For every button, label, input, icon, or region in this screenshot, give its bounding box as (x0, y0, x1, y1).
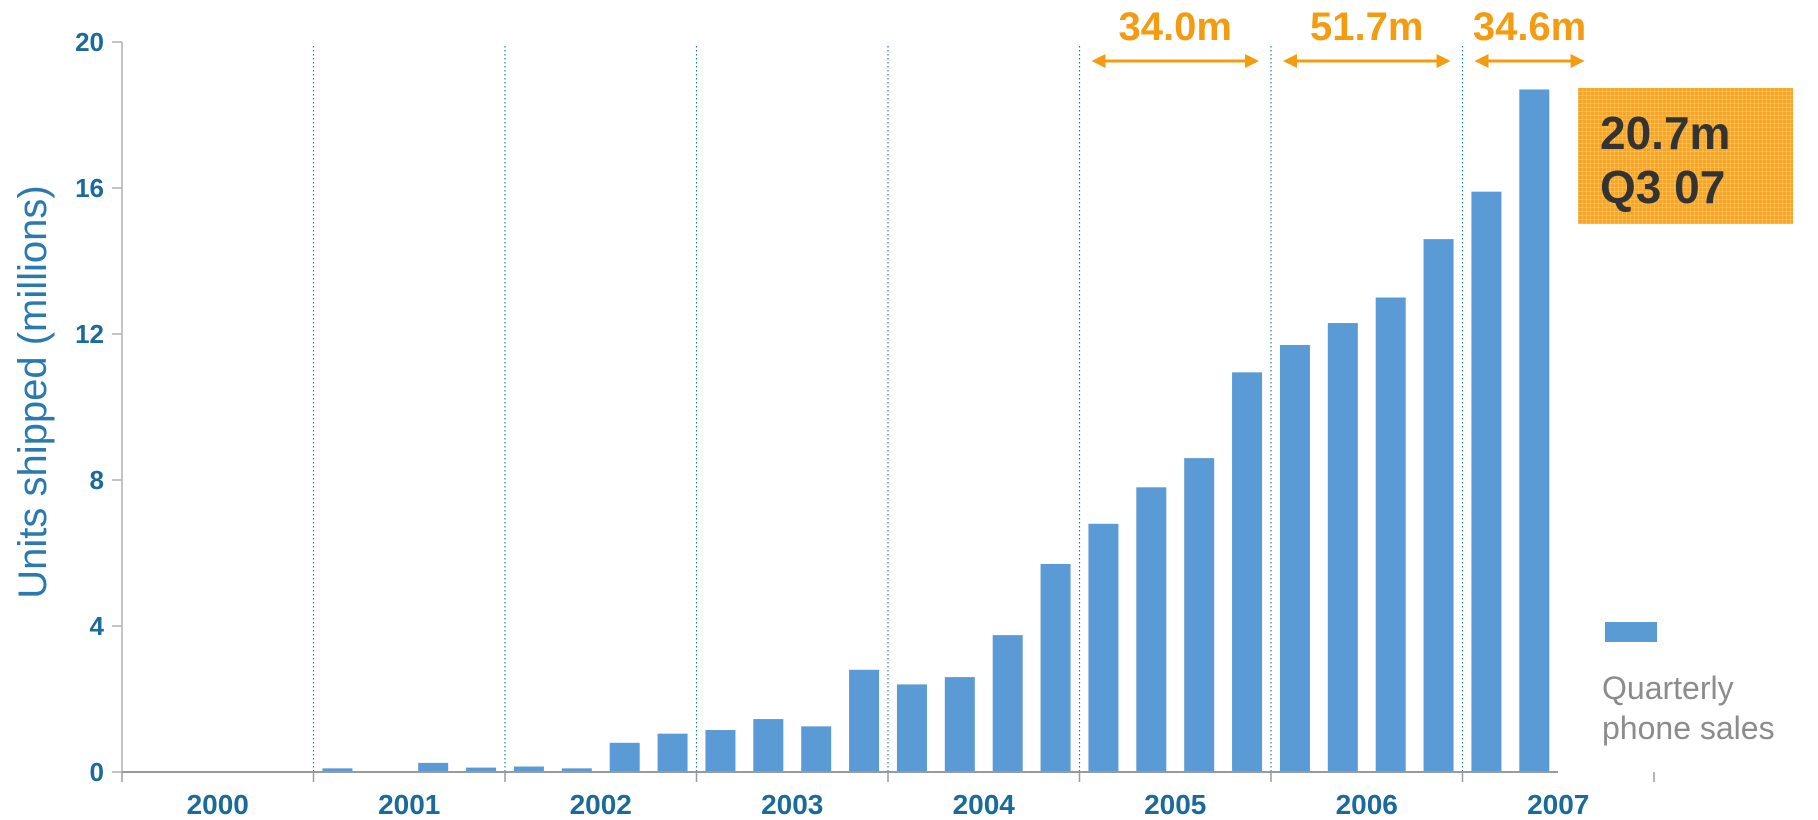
y-tick-label: 4 (90, 611, 105, 641)
annotation-label: 34.6m (1473, 5, 1586, 49)
y-tick-label: 20 (75, 27, 104, 57)
x-tick-label: 2005 (1144, 789, 1206, 820)
bar (1471, 191, 1502, 772)
bar (753, 719, 784, 772)
bar (1088, 523, 1119, 772)
callout-period: Q3 07 (1600, 161, 1726, 213)
bar (466, 767, 497, 772)
legend-label-line2: phone sales (1602, 710, 1775, 746)
y-tick-label: 16 (75, 173, 104, 203)
y-tick-labels: 0 4 8 12 16 20 (75, 27, 104, 787)
bar (1519, 89, 1550, 772)
bar (1040, 563, 1071, 772)
bar (944, 677, 975, 772)
bar (992, 635, 1023, 772)
bar (1136, 487, 1167, 772)
bar (1184, 458, 1215, 772)
y-tick-label: 0 (90, 757, 104, 787)
bar (513, 766, 544, 772)
annotation-label: 51.7m (1310, 5, 1423, 49)
annotation-label: 34.0m (1119, 5, 1232, 49)
bar (705, 730, 736, 772)
annotations-group: 34.0m 51.7m 34.6m (1091, 5, 1586, 68)
y-tick-label: 8 (90, 465, 104, 495)
annotation-arrowhead-right (1570, 54, 1585, 68)
bar (801, 726, 832, 772)
bar (1423, 239, 1454, 773)
y-tick-label: 12 (75, 319, 104, 349)
x-tick-label: 2004 (953, 789, 1016, 820)
x-tick-label: 2003 (761, 789, 823, 820)
callout-box: 20.7m Q3 07 (1578, 88, 1793, 224)
year-dividers (312, 46, 1464, 772)
legend-label: Quarterly phone sales (1602, 668, 1775, 748)
bar (609, 742, 640, 772)
x-tick-labels: 2000 2001 2002 2003 2004 2005 2006 2007 (187, 789, 1590, 820)
bar (1232, 372, 1263, 772)
bar (849, 669, 880, 772)
x-tick-label: 2000 (187, 789, 249, 820)
legend-label-line1: Quarterly (1602, 670, 1734, 706)
annotation-arrowhead-right (1436, 54, 1451, 68)
axes-group (112, 41, 1655, 782)
bar (657, 733, 688, 772)
annotation-arrowhead-left (1474, 54, 1489, 68)
bar (418, 762, 449, 772)
annotation-arrowhead-right (1245, 54, 1259, 68)
bar (1375, 297, 1406, 772)
bar (322, 768, 353, 772)
y-axis-title: Units shipped (millions) (11, 185, 55, 598)
x-tick-label: 2002 (570, 789, 632, 820)
legend-swatch (1605, 622, 1657, 642)
x-tick-label: 2001 (378, 789, 440, 820)
bar (561, 768, 592, 772)
bar (896, 684, 927, 772)
bars-group (322, 89, 1550, 773)
x-tick-label: 2007 (1527, 789, 1589, 820)
bar (1279, 344, 1310, 772)
callout-value: 20.7m (1600, 107, 1731, 159)
x-tick-label: 2006 (1336, 789, 1398, 820)
annotation-arrowhead-left (1091, 54, 1106, 68)
bar (1327, 323, 1358, 772)
annotation-arrowhead-left (1283, 54, 1297, 68)
